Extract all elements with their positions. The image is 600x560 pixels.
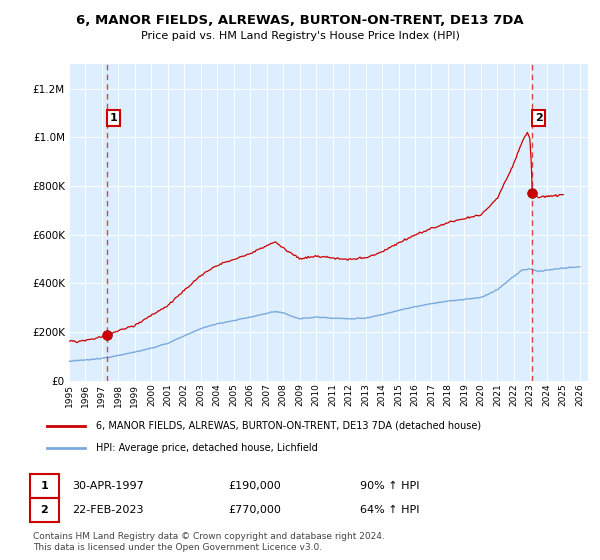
Text: £190,000: £190,000: [228, 481, 281, 491]
FancyBboxPatch shape: [30, 498, 59, 522]
Text: 2: 2: [535, 113, 542, 123]
Text: This data is licensed under the Open Government Licence v3.0.: This data is licensed under the Open Gov…: [33, 543, 322, 552]
Text: 22-FEB-2023: 22-FEB-2023: [72, 505, 143, 515]
FancyBboxPatch shape: [30, 474, 59, 498]
Text: £770,000: £770,000: [228, 505, 281, 515]
Text: HPI: Average price, detached house, Lichfield: HPI: Average price, detached house, Lich…: [96, 443, 318, 453]
Text: 1: 1: [41, 481, 48, 491]
Text: 2: 2: [41, 505, 48, 515]
Text: 6, MANOR FIELDS, ALREWAS, BURTON-ON-TRENT, DE13 7DA: 6, MANOR FIELDS, ALREWAS, BURTON-ON-TREN…: [76, 14, 524, 27]
Text: 90% ↑ HPI: 90% ↑ HPI: [360, 481, 419, 491]
Text: 1: 1: [110, 113, 118, 123]
Text: 30-APR-1997: 30-APR-1997: [72, 481, 144, 491]
Text: 64% ↑ HPI: 64% ↑ HPI: [360, 505, 419, 515]
Text: Price paid vs. HM Land Registry's House Price Index (HPI): Price paid vs. HM Land Registry's House …: [140, 31, 460, 41]
Text: 6, MANOR FIELDS, ALREWAS, BURTON-ON-TRENT, DE13 7DA (detached house): 6, MANOR FIELDS, ALREWAS, BURTON-ON-TREN…: [96, 421, 481, 431]
Text: Contains HM Land Registry data © Crown copyright and database right 2024.: Contains HM Land Registry data © Crown c…: [33, 532, 385, 541]
